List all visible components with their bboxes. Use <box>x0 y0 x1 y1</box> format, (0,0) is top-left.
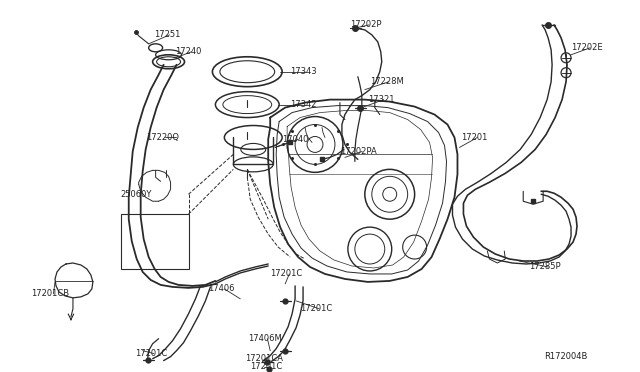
Text: 25060Y: 25060Y <box>121 190 152 199</box>
Text: 17201CA: 17201CA <box>245 354 284 363</box>
Text: 17040: 17040 <box>282 135 308 144</box>
Text: 17321: 17321 <box>368 95 394 104</box>
Text: 17343: 17343 <box>290 67 317 76</box>
Text: 17406M: 17406M <box>248 334 282 343</box>
Text: 17201C: 17201C <box>300 304 332 313</box>
Bar <box>121 214 189 269</box>
Text: 17228M: 17228M <box>370 77 404 86</box>
Text: 17285P: 17285P <box>529 263 561 272</box>
Text: 17202PA: 17202PA <box>340 147 377 156</box>
Text: 17201: 17201 <box>461 133 488 142</box>
Text: 17342: 17342 <box>290 100 317 109</box>
Text: 17201C: 17201C <box>270 269 303 279</box>
Text: 17201C: 17201C <box>250 362 282 371</box>
Text: R172004B: R172004B <box>544 352 588 361</box>
Text: 17202P: 17202P <box>350 20 381 29</box>
Text: 17202E: 17202E <box>571 43 603 52</box>
Text: 17251: 17251 <box>154 31 180 39</box>
Text: 17220Q: 17220Q <box>146 133 179 142</box>
Text: 17240: 17240 <box>175 47 202 56</box>
Text: 17201CB: 17201CB <box>31 289 69 298</box>
Text: 17406: 17406 <box>209 284 235 294</box>
Text: 17201C: 17201C <box>134 349 167 358</box>
